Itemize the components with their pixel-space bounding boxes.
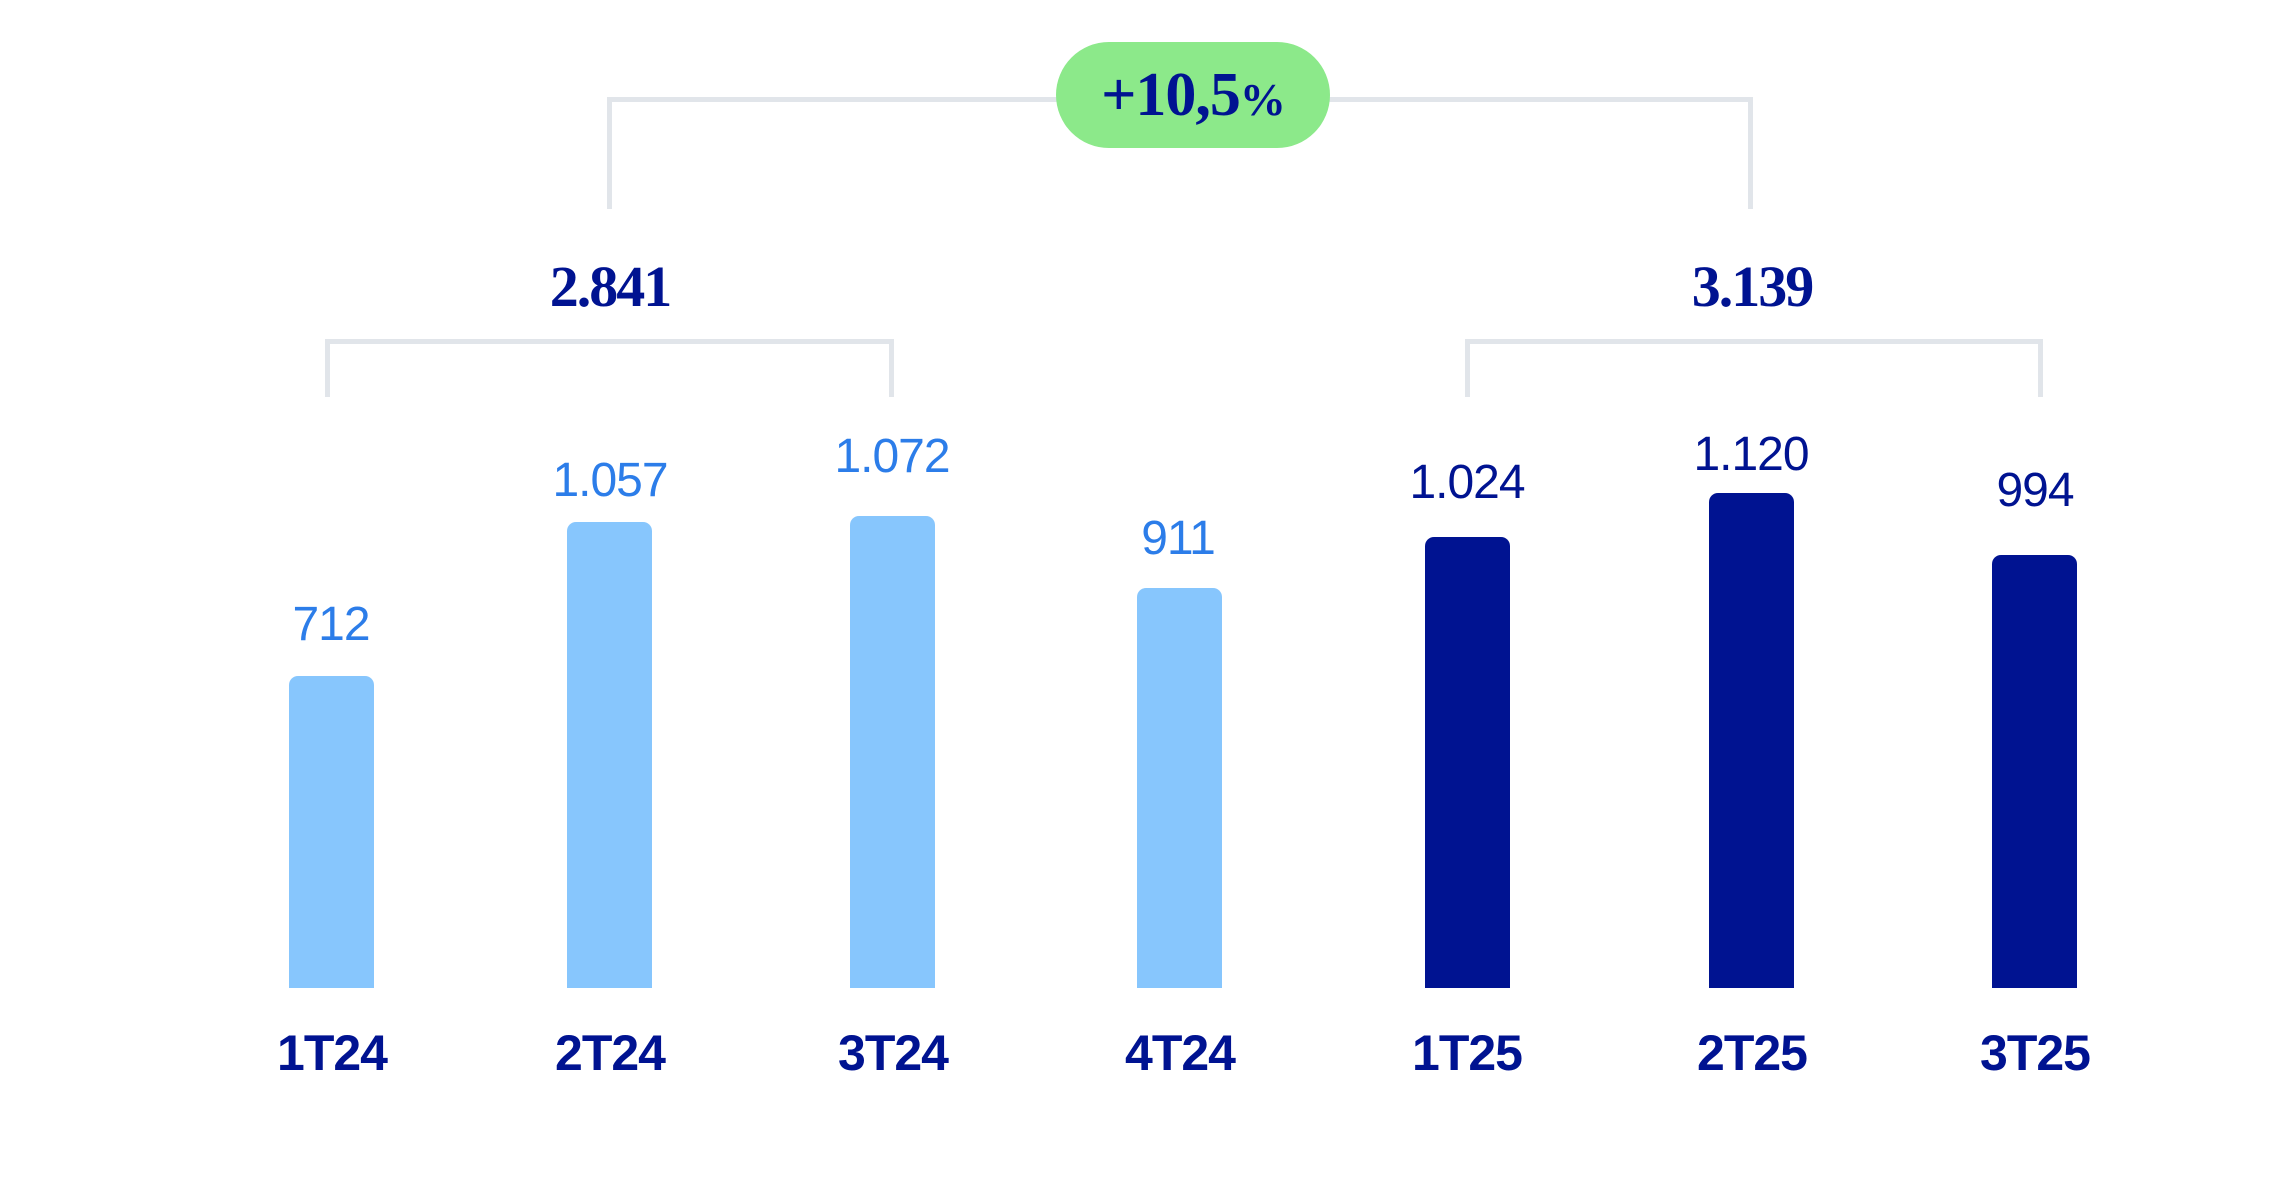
category-label-3T25: 3T25: [1980, 1025, 2091, 1081]
total-2025-label: 3.139: [1691, 254, 1815, 319]
value-label-2T25: 1.120: [1693, 428, 1809, 481]
bar-3T25: [1992, 555, 2077, 988]
growth-value: +10,5%: [1101, 60, 1286, 129]
value-label-3T25: 994: [1996, 464, 2074, 517]
bar-2T24: [567, 522, 652, 988]
bar-3T24: [850, 516, 935, 988]
category-label-4T24: 4T24: [1125, 1025, 1236, 1081]
value-label-4T24: 911: [1141, 512, 1216, 565]
value-label-1T25: 1.024: [1409, 456, 1525, 509]
bar-4T24: [1137, 588, 1222, 988]
bracket-2025-left-leg: [1465, 339, 1470, 397]
value-label-2T24: 1.057: [552, 454, 668, 507]
category-label-2T25: 2T25: [1697, 1025, 1808, 1081]
bracket-2024-left-leg: [325, 339, 330, 397]
bar-1T24: [289, 676, 374, 988]
bar-2T25: [1709, 493, 1794, 988]
value-label-1T24: 712: [292, 598, 370, 651]
category-label-1T25: 1T25: [1412, 1025, 1523, 1081]
bracket-2024-right-leg: [889, 339, 894, 397]
category-label-1T24: 1T24: [277, 1025, 388, 1081]
total-2024-label: 2.841: [549, 254, 673, 319]
bracket-2025-top-line: [1465, 339, 2043, 344]
bracket-2024-top-line: [325, 339, 894, 344]
category-label-2T24: 2T24: [555, 1025, 666, 1081]
growth-badge: +10,5%: [1056, 42, 1330, 148]
bar-1T25: [1425, 537, 1510, 988]
growth-bracket-right-leg: [1748, 97, 1753, 209]
category-label-3T24: 3T24: [838, 1025, 949, 1081]
bracket-2025-right-leg: [2038, 339, 2043, 397]
value-label-3T24: 1.072: [834, 430, 950, 483]
growth-bracket-left-leg: [607, 97, 612, 209]
